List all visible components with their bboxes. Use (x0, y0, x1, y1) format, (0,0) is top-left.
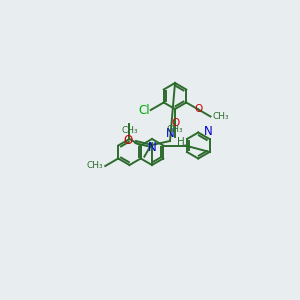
Text: H: H (177, 137, 185, 147)
Text: Cl: Cl (138, 103, 150, 116)
Text: N: N (204, 125, 213, 138)
Text: N: N (148, 141, 156, 154)
Text: O: O (124, 134, 133, 148)
Text: N: N (166, 127, 174, 140)
Text: O: O (194, 104, 202, 115)
Text: CH₃: CH₃ (212, 112, 229, 121)
Text: O: O (171, 118, 179, 128)
Text: CH₃: CH₃ (87, 161, 103, 170)
Text: CH₃: CH₃ (167, 125, 183, 134)
Text: CH₃: CH₃ (121, 126, 138, 135)
